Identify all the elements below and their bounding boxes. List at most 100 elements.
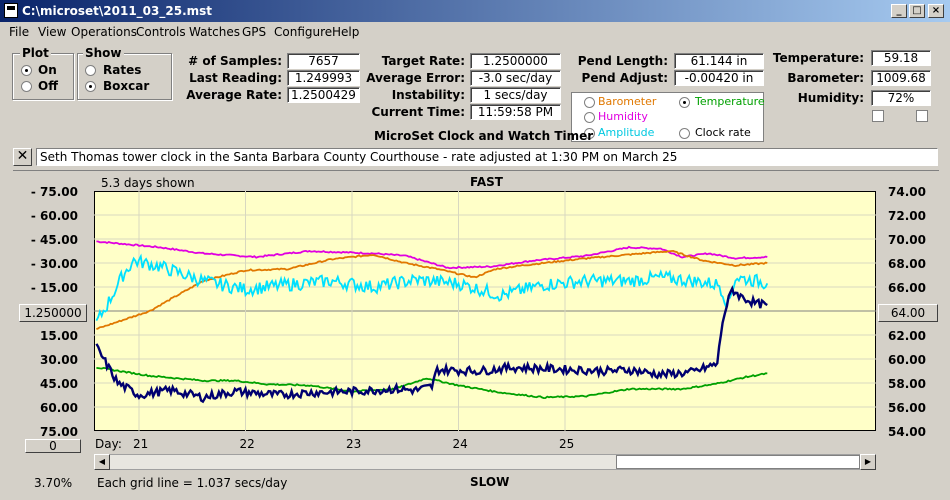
last-reading-label: Last Reading:: [189, 71, 282, 85]
average-rate-value: 1.2500429: [287, 87, 360, 103]
right-tick-label: 62.00: [888, 329, 926, 343]
series-line-temperature: [96, 366, 768, 400]
right-tick-label: 60.00: [888, 353, 926, 367]
series-line-clock_rate: [95, 285, 768, 404]
plot-on-radio[interactable]: [21, 65, 32, 76]
right-tick-label: 54.00: [888, 425, 926, 439]
show-rates-radio[interactable]: [85, 65, 96, 76]
left-tick-label: - 30.00: [30, 257, 78, 271]
right-tick-label: 58.00: [888, 377, 926, 391]
target-rate-value[interactable]: 1.2500000: [470, 53, 561, 69]
series-clockrate-radio[interactable]: [679, 128, 690, 139]
average-rate-label: Average Rate:: [186, 88, 282, 102]
menu-help[interactable]: Help: [332, 25, 360, 39]
series-barometer-radio[interactable]: [584, 97, 595, 108]
current-time-label: Current Time:: [371, 105, 465, 119]
left-tick-label: - 75.00: [30, 185, 78, 199]
title-bar: C:\microset\2011_03_25.mst _ □ ×: [0, 0, 950, 22]
x-tick-label: 25: [559, 437, 575, 451]
close-button[interactable]: ×: [928, 4, 944, 18]
percent-readout: 3.70%: [34, 476, 73, 490]
average-error-label: Average Error:: [366, 71, 465, 85]
humidity-value: 72%: [871, 90, 931, 106]
left-tick-label: - 15.00: [30, 281, 78, 295]
pend-length-value[interactable]: 61.144 in: [674, 53, 764, 69]
scale-zero-button[interactable]: 0: [25, 439, 81, 453]
app-caption: MicroSet Clock and Watch Timer: [374, 129, 594, 143]
left-tick-label: 15.00: [40, 329, 78, 343]
barometer-label: Barometer:: [787, 71, 864, 85]
plot-group-title: Plot: [20, 46, 51, 60]
x-tick-label: 22: [239, 437, 255, 451]
show-rates-label: Rates: [103, 63, 142, 77]
right-tick-label: 72.00: [888, 209, 926, 223]
right-tick-label: 70.00: [888, 233, 926, 247]
show-group: [77, 53, 172, 100]
instability-label: Instability:: [391, 88, 465, 102]
last-reading-value: 1.249993: [287, 70, 360, 86]
series-temperature-radio[interactable]: [679, 97, 690, 108]
target-rate-label: Target Rate:: [381, 54, 465, 68]
center-env-button[interactable]: 64.00: [878, 304, 938, 322]
gridlines: [94, 191, 876, 431]
menu-operations[interactable]: Operations: [71, 25, 137, 39]
fast-label: FAST: [470, 175, 503, 189]
series-selector: [571, 92, 764, 142]
window-title: C:\microset\2011_03_25.mst: [22, 4, 213, 18]
series-amplitude-label: Amplitude: [598, 126, 655, 139]
temperature-value: 59.18: [871, 50, 931, 66]
left-tick-label: - 45.00: [30, 233, 78, 247]
menu-gps[interactable]: GPS: [242, 25, 267, 39]
left-tick-label: 60.00: [40, 401, 78, 415]
chart-top-divider: [13, 170, 939, 171]
right-tick-label: 68.00: [888, 257, 926, 271]
plot-off-radio[interactable]: [21, 81, 32, 92]
menu-view[interactable]: View: [38, 25, 67, 39]
days-shown: 5.3 days shown: [101, 176, 195, 190]
left-tick-label: 75.00: [40, 425, 78, 439]
menu-watches[interactable]: Watches: [189, 25, 240, 39]
humidity-label: Humidity:: [797, 91, 864, 105]
scroll-right-button[interactable]: ▶: [860, 454, 876, 470]
series-amplitude-radio[interactable]: [584, 128, 595, 139]
scroll-thumb[interactable]: [616, 455, 860, 469]
series-lines: [95, 240, 769, 404]
instability-value: 1 secs/day: [470, 87, 561, 103]
plot-off-label: Off: [38, 79, 58, 93]
samples-label: # of Samples:: [188, 54, 282, 68]
pend-length-label: Pend Length:: [577, 54, 668, 68]
show-boxcar-radio[interactable]: [85, 81, 96, 92]
scroll-left-button[interactable]: ◀: [94, 454, 110, 470]
minimize-button[interactable]: _: [891, 4, 907, 18]
menu-controls[interactable]: Controls: [136, 25, 186, 39]
series-humidity-label: Humidity: [598, 110, 648, 123]
series-humidity-radio[interactable]: [584, 112, 595, 123]
x-tick-label: 21: [133, 437, 149, 451]
samples-value: 7657: [287, 53, 360, 69]
x-tick-label: 24: [452, 437, 468, 451]
pend-adjust-label: Pend Adjust:: [581, 71, 668, 85]
plot-on-label: On: [38, 63, 57, 77]
note-field[interactable]: Seth Thomas tower clock in the Santa Bar…: [36, 148, 938, 166]
env-checkbox-right[interactable]: [916, 110, 928, 122]
series-line-humidity: [96, 240, 768, 270]
barometer-value: 1009.68: [871, 70, 931, 86]
menu-file[interactable]: File: [9, 25, 30, 39]
series-barometer-label: Barometer: [598, 95, 657, 108]
maximize-button[interactable]: □: [909, 4, 925, 18]
pend-adjust-value: -0.00420 in: [674, 70, 764, 86]
right-tick-label: 66.00: [888, 281, 926, 295]
menu-configure[interactable]: Configure: [274, 25, 333, 39]
temperature-label: Temperature:: [772, 51, 864, 65]
x-axis-label: Day:: [95, 437, 122, 451]
env-checkbox-left[interactable]: [872, 110, 884, 122]
chart-plot-area: [94, 191, 876, 431]
slow-label: SLOW: [470, 475, 510, 489]
clear-note-button[interactable]: ✕: [13, 148, 32, 166]
right-tick-label: 74.00: [888, 185, 926, 199]
grid-scale-text: Each grid line = 1.037 secs/day: [97, 476, 288, 490]
series-line-barometer: [96, 249, 768, 330]
menu-bar: File View Operations Controls Watches GP…: [0, 22, 950, 42]
current-time-value: 11:59:58 PM: [470, 104, 561, 120]
center-rate-button[interactable]: 1.250000: [19, 304, 87, 322]
